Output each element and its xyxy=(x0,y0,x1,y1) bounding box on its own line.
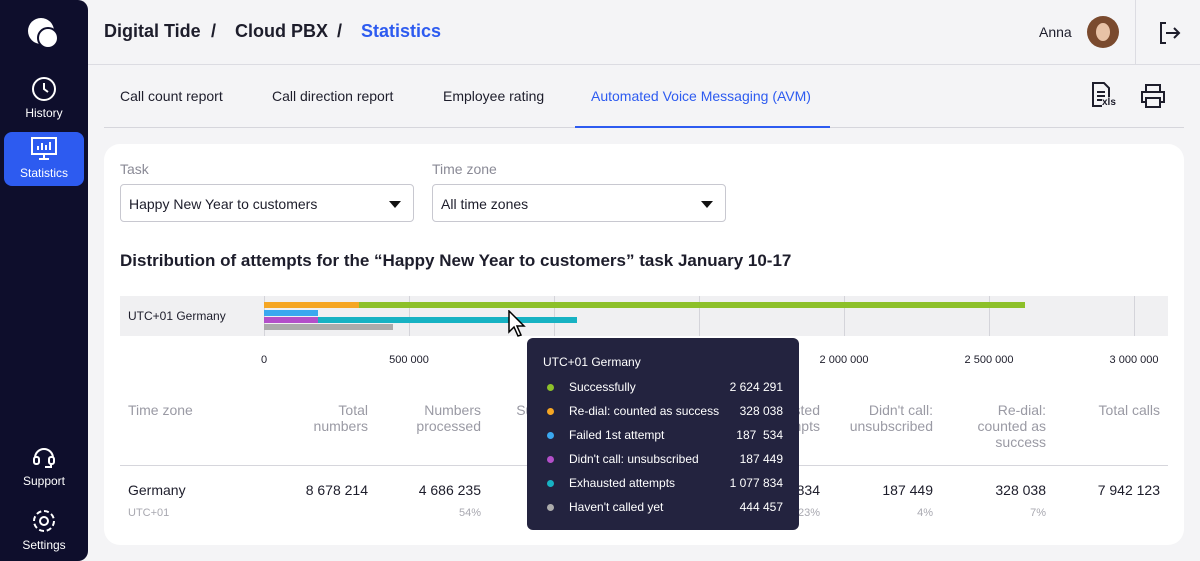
tooltip-value: 328 038 xyxy=(739,404,783,418)
table-cell: 4 686 235 xyxy=(418,482,481,498)
grid-line xyxy=(989,296,990,336)
table-header: Total calls xyxy=(1098,402,1160,418)
legend-dot xyxy=(547,408,554,415)
tab-underline xyxy=(575,126,830,128)
nav-history[interactable]: History xyxy=(4,72,84,126)
cursor xyxy=(508,310,526,337)
divider xyxy=(1135,0,1136,64)
legend-dot xyxy=(547,384,554,391)
tooltip-title: UTC+01 Germany xyxy=(543,355,641,369)
bar xyxy=(264,302,360,308)
table-subcell: 23% xyxy=(797,507,820,519)
nav-label: History xyxy=(25,106,63,120)
breadcrumb[interactable]: Digital Tide xyxy=(104,21,201,41)
tooltip-value: 187 534 xyxy=(736,428,783,442)
nav-support[interactable]: Support xyxy=(4,440,84,494)
grid-line xyxy=(844,296,845,336)
user-name: Anna xyxy=(1039,24,1072,40)
table-subcell: 54% xyxy=(458,507,481,519)
bar xyxy=(264,324,393,330)
tooltip-series: Successfully xyxy=(569,380,636,394)
tooltip-series: Haven't called yet xyxy=(569,500,664,514)
tooltip-value: 2 624 291 xyxy=(729,380,783,394)
avatar[interactable] xyxy=(1086,15,1120,49)
x-tick-label: 0 xyxy=(260,354,268,366)
table-cell: 328 038 xyxy=(995,482,1046,498)
export-label: xls xyxy=(1102,97,1116,108)
legend-dot xyxy=(547,504,554,511)
table-header: Re-dial: counted as success xyxy=(977,402,1047,450)
tooltip-value: 187 449 xyxy=(739,452,783,466)
task-select[interactable]: Happy New Year to customers xyxy=(120,184,414,222)
table-subcell: 7% xyxy=(1030,507,1046,519)
legend-dot xyxy=(547,480,554,487)
table-header: Numbers processed xyxy=(416,402,481,434)
logo xyxy=(28,18,59,49)
table-header: Didn't call: unsubscribed xyxy=(849,402,933,434)
nav-label: Support xyxy=(22,474,66,488)
tab-active[interactable]: Automated Voice Messaging (AVM) xyxy=(591,88,811,104)
grid-line xyxy=(554,296,555,336)
top-bar xyxy=(88,0,1200,65)
x-tick-label: 3 000 000 xyxy=(1109,354,1159,366)
nav-statistics[interactable]: Statistics xyxy=(4,132,84,186)
nav-label: Statistics xyxy=(19,166,68,180)
tooltip-value: 1 077 834 xyxy=(729,476,783,490)
legend-dot xyxy=(547,456,554,463)
breadcrumb-separator: / xyxy=(211,21,217,41)
breadcrumb[interactable]: Cloud PBX xyxy=(235,21,328,41)
table-cell: 7 942 123 xyxy=(1097,482,1160,498)
x-tick-label: 2 500 000 xyxy=(964,354,1014,366)
timezone-select[interactable]: All time zones xyxy=(432,184,726,222)
tooltip-value: 444 457 xyxy=(739,500,783,514)
breadcrumb-separator: / xyxy=(337,21,343,41)
x-tick-label: 2 000 000 xyxy=(819,354,869,366)
print-icon[interactable] xyxy=(1139,83,1167,109)
x-tick-label: 500 000 xyxy=(389,354,429,366)
tab[interactable]: Call count report xyxy=(120,88,223,104)
logout-icon[interactable] xyxy=(1156,20,1182,46)
tooltip-series: Failed 1st attempt xyxy=(569,428,665,442)
bar xyxy=(264,302,1026,308)
bar xyxy=(264,317,577,323)
bar xyxy=(264,317,319,323)
grid-line xyxy=(1134,296,1135,336)
nav-settings[interactable]: Settings xyxy=(4,504,84,558)
tooltip: UTC+01 Germany Successfully 2 624 291 Re-di… xyxy=(527,338,799,530)
tooltip-series: Didn't call: unsubscribed xyxy=(569,452,699,466)
grid-line xyxy=(264,296,265,336)
tooltip-series: Re-dial: counted as success xyxy=(569,404,720,418)
tab[interactable]: Call direction report xyxy=(272,88,394,104)
sidebar: History Statistics Support Settings xyxy=(0,0,88,561)
grid-line xyxy=(699,296,700,336)
table-subcell: UTC+01 xyxy=(128,507,170,519)
grid-line xyxy=(409,296,410,336)
legend-dot xyxy=(547,432,554,439)
tooltip-series: Exhausted attempts xyxy=(569,476,676,490)
filter-label: Time zone xyxy=(432,161,497,177)
table-cell: 187 449 xyxy=(882,482,933,498)
table-header: Time zone xyxy=(128,402,193,418)
category-label: UTC+01 Germany xyxy=(128,309,226,323)
chart-title: Distribution of attempts for the “Happy … xyxy=(120,251,792,270)
nav-label: Settings xyxy=(22,538,66,552)
filter-label: Task xyxy=(120,161,149,177)
tab[interactable]: Employee rating xyxy=(443,88,545,104)
table-cell: Germany xyxy=(128,482,186,498)
breadcrumb-current: Statistics xyxy=(361,21,442,41)
table-cell: 8 678 214 xyxy=(305,482,368,498)
bar xyxy=(264,310,319,316)
table-subcell: 4% xyxy=(917,507,933,519)
table-header: Total numbers xyxy=(313,402,368,434)
